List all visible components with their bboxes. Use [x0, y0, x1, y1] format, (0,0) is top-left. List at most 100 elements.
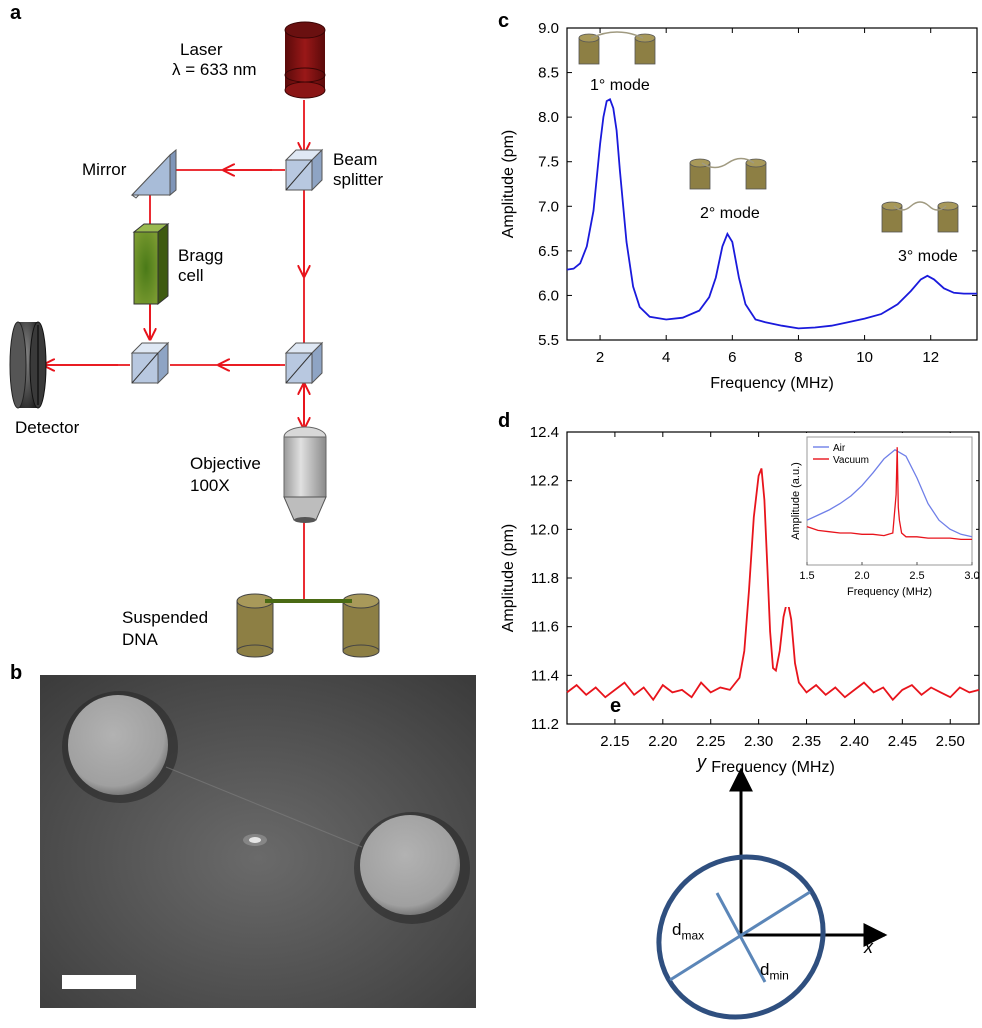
dmax-label: dmax — [672, 920, 705, 943]
inset-legend-label: Vacuum — [833, 455, 869, 466]
annotation-mode-2: 2° mode — [700, 205, 760, 222]
objective-label-line2: 100X — [190, 476, 230, 495]
inset-frame — [806, 436, 973, 566]
y-tick-label: 5.5 — [538, 332, 559, 349]
inset-x-tick-label: 2.0 — [854, 570, 869, 582]
bragg-cell-icon — [132, 222, 170, 306]
inset-chart: 1.5 2.0 2.5 3.0 Frequency (MHz) Amplitude (a.… — [779, 433, 980, 607]
x-tick-label: 2.45 — [888, 733, 917, 750]
chart-d: 2.15 2.20 2.25 2.30 2.35 2.40 2.45 2.50 11.2 11.4… — [495, 410, 982, 790]
y-tick-label: 8.5 — [538, 65, 559, 82]
x-tick-label: 2.50 — [936, 733, 965, 750]
beam-splitter-label-line2: splitter — [333, 170, 384, 189]
y-tick-label: 11.6 — [531, 619, 559, 636]
inset-series-line — [806, 447, 972, 541]
panel-label-c: c — [498, 10, 510, 32]
chart-c: 2 4 6 8 10 12 5.5 6.0 6.5 7.0 7.5 8.0 8.5 9.0 Frequenc… — [495, 10, 982, 405]
ellipse-diagram: y x dmax dmin — [620, 752, 980, 1023]
y-tick-label: 11.2 — [531, 716, 559, 733]
beam-splitter-label-line1: Beam — [333, 150, 378, 169]
inset-x-tick-label: 1.5 — [799, 570, 814, 582]
wavelength-label: λ = 633 nm — [172, 60, 257, 79]
annotation-mode-3: 3° mode — [898, 248, 958, 265]
x-tick-label: 2.40 — [840, 733, 869, 750]
objective-icon — [283, 426, 327, 523]
micrograph — [40, 675, 476, 1008]
laser-icon — [284, 21, 326, 99]
detector-label: Detector — [15, 418, 80, 437]
panel-label-a: a — [10, 2, 22, 24]
x-axis-label: x — [864, 937, 873, 957]
x-tick-label: 2.15 — [600, 733, 629, 750]
y-tick-label: 12.2 — [530, 473, 559, 490]
plot-frame — [566, 27, 978, 341]
inset-x-tick-label: 3.0 — [964, 570, 979, 582]
inset-y-axis-label: Amplitude (a.u.) — [790, 462, 802, 540]
inset-x-axis-label: Frequency (MHz) — [847, 586, 932, 598]
y-axis-label: Amplitude (pm) — [500, 524, 517, 632]
panel-label-b: b — [10, 662, 23, 684]
bragg-cell-label-line2: cell — [178, 266, 204, 285]
setup-diagram: Laser λ = 633 nm Mirror Beam splitter Br… — [0, 0, 480, 665]
x-tick-label: 2.25 — [696, 733, 725, 750]
dna-mode-curve — [893, 201, 947, 211]
micrograph-image — [40, 675, 476, 1008]
x-tick-label: 6 — [728, 349, 736, 366]
beam-splitter-top-icon — [284, 148, 324, 192]
mirror-label: Mirror — [82, 160, 127, 179]
mode-shape-icon — [578, 31, 656, 65]
mirror-icon — [130, 148, 177, 199]
x-tick-label: 12 — [922, 349, 939, 366]
panel-label-d: d — [498, 410, 511, 432]
ellipse-svg — [656, 767, 888, 1020]
y-axis-label: Amplitude (pm) — [500, 130, 517, 238]
x-tick-label: 10 — [856, 349, 873, 366]
dmin-line — [715, 892, 767, 983]
x-axis-label: Frequency (MHz) — [710, 375, 834, 392]
x-tick-label: 2.20 — [648, 733, 677, 750]
setup-svg — [9, 21, 380, 658]
y-tick-label: 6.0 — [538, 287, 559, 304]
x-tick-label: 4 — [662, 349, 670, 366]
y-tick-label: 6.5 — [538, 243, 559, 260]
chart-c-svg: 2 4 6 8 10 12 5.5 6.0 6.5 7.0 7.5 8.0 8.5 9.0 Frequenc… — [500, 20, 978, 392]
cross-section-ellipse — [656, 854, 826, 1020]
annotation-mode-1: 1° mode — [590, 77, 650, 94]
mode-shape-icon — [881, 201, 959, 233]
beam-splitter-bottom-left-icon — [130, 341, 170, 385]
dna-strand — [165, 766, 363, 848]
detector-icon — [9, 321, 47, 409]
dna-label-line2: DNA — [122, 630, 158, 649]
dna-mode-curve — [701, 157, 755, 169]
x-tick-label: 2.35 — [792, 733, 821, 750]
dna-mode-curve — [590, 31, 644, 39]
objective-label-line1: Objective — [190, 454, 261, 473]
inset-legend-label: Air — [833, 443, 846, 454]
y-tick-label: 12.4 — [530, 424, 559, 441]
mode-shape-icon — [689, 157, 767, 190]
panel-label-e: e — [610, 695, 622, 717]
x-tick-label: 2 — [596, 349, 604, 366]
y-axis-label: y — [697, 752, 706, 772]
y-tick-label: 7.5 — [538, 154, 559, 171]
y-tick-label: 11.8 — [531, 570, 559, 587]
bragg-cell-label-line1: Bragg — [178, 246, 224, 265]
inset-x-tick-label: 2.5 — [909, 570, 924, 582]
chart-d-svg: 2.15 2.20 2.25 2.30 2.35 2.40 2.45 2.50 11.2 11.4… — [500, 424, 980, 776]
laser-beam-paths — [40, 100, 304, 600]
dna-label-line1: Suspended — [122, 608, 209, 627]
left-pillar — [68, 695, 168, 795]
y-tick-label: 12.0 — [530, 521, 559, 538]
y-tick-label: 11.4 — [531, 667, 559, 684]
scale-bar — [62, 975, 136, 989]
beam-splitter-bottom-right-icon — [284, 341, 324, 385]
x-tick-label: 8 — [794, 349, 802, 366]
right-pillar — [360, 815, 460, 915]
y-tick-label: 7.0 — [538, 198, 559, 215]
y-tick-label: 9.0 — [538, 20, 559, 37]
dmin-label: dmin — [760, 960, 789, 983]
laser-label: Laser — [180, 40, 223, 59]
data-series-line — [566, 98, 977, 330]
inset-series-line — [806, 449, 973, 538]
y-tick-label: 8.0 — [538, 109, 559, 126]
